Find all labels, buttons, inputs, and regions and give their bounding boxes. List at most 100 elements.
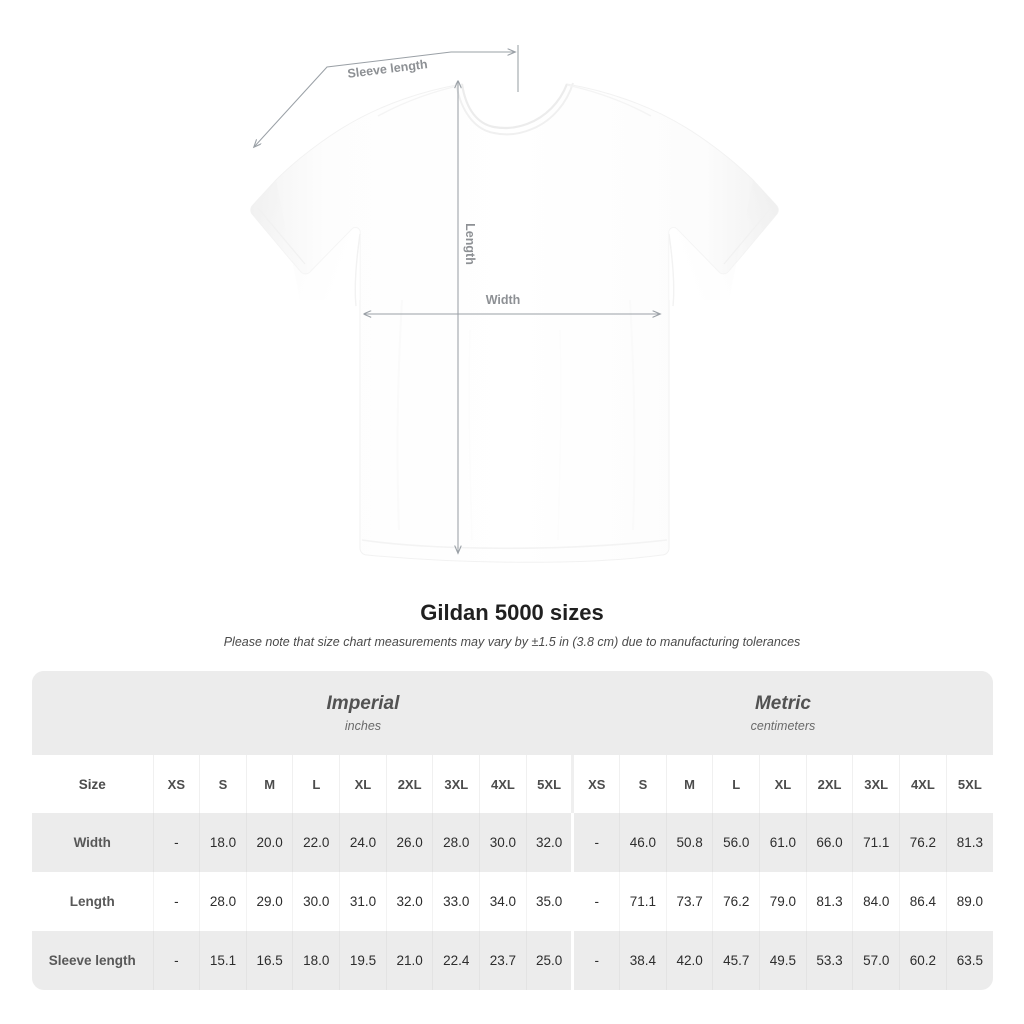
cell-length-metric-3xl: 84.0 (852, 872, 900, 931)
cell-length-metric-xs: - (571, 872, 620, 931)
unit-section-name: Imperial (326, 692, 400, 714)
cell-sleeve-length-imperial-3xl: 22.4 (432, 931, 480, 990)
size-header-metric-2xl: 2XL (805, 755, 853, 813)
cell-length-metric-s: 71.1 (619, 872, 667, 931)
cell-sleeve-length-metric-l: 45.7 (712, 931, 760, 990)
size-header-imperial-5xl: 5XL (525, 755, 573, 813)
cell-length-imperial-xl: 31.0 (339, 872, 387, 931)
cell-sleeve-length-metric-m: 42.0 (665, 931, 713, 990)
cell-width-imperial-2xl: 26.0 (385, 813, 433, 872)
cell-width-metric-4xl: 76.2 (899, 813, 947, 872)
size-header-label: Size (32, 755, 153, 813)
cell-sleeve-length-metric-s: 38.4 (619, 931, 667, 990)
cell-width-imperial-xl: 24.0 (339, 813, 387, 872)
cell-sleeve-length-metric-xl: 49.5 (759, 931, 807, 990)
unit-section-metric: Metric centimeters (572, 671, 993, 755)
cell-length-metric-2xl: 81.3 (805, 872, 853, 931)
size-header-metric-3xl: 3XL (852, 755, 900, 813)
cell-length-imperial-2xl: 32.0 (385, 872, 433, 931)
size-header-imperial-m: M (245, 755, 293, 813)
sleeve-length-label: Sleeve length (347, 57, 429, 81)
size-chart-table: Imperial inches Metric centimeters Size XS S M L… (32, 671, 993, 990)
size-header-imperial-s: S (199, 755, 247, 813)
cell-sleeve-length-metric-xs: - (571, 931, 620, 990)
table-row: Sleeve length -15.1 16.5 18.0 19.5 21.0 22.4 23… (32, 931, 993, 990)
table-row: Length -28.0 29.0 30.0 31.0 32.0 33.0 34.0 35.0-… (32, 872, 993, 931)
cell-sleeve-length-metric-4xl: 60.2 (899, 931, 947, 990)
cell-sleeve-length-imperial-xs: - (152, 931, 200, 990)
cell-length-imperial-s: 28.0 (199, 872, 247, 931)
tshirt-svg: Sleeve length Length Width (250, 45, 779, 563)
size-header-metric-s: S (619, 755, 667, 813)
cell-sleeve-length-imperial-5xl: 25.0 (525, 931, 573, 990)
size-chart-table-wrap: Imperial inches Metric centimeters Size XS S M L… (32, 671, 993, 990)
row-label-width: Width (32, 813, 153, 872)
cell-length-imperial-5xl: 35.0 (525, 872, 573, 931)
tshirt-shape (250, 82, 779, 563)
row-label-length: Length (32, 872, 153, 931)
width-label: Width (486, 293, 521, 307)
row-label-sleeve-length: Sleeve length (32, 931, 153, 990)
cell-width-metric-2xl: 66.0 (805, 813, 853, 872)
size-header-metric-xl: XL (759, 755, 807, 813)
size-header-metric-l: L (712, 755, 760, 813)
size-header-imperial-l: L (292, 755, 340, 813)
width-dimension: Width (365, 293, 660, 314)
cell-sleeve-length-metric-3xl: 57.0 (852, 931, 900, 990)
table-row: Width -18.0 20.0 22.0 24.0 26.0 28.0 30.0 32.0-4… (32, 813, 993, 872)
cell-sleeve-length-imperial-s: 15.1 (199, 931, 247, 990)
cell-width-metric-xl: 61.0 (759, 813, 807, 872)
tshirt-illustration: Sleeve length Length Width (250, 45, 779, 563)
size-header-metric-m: M (665, 755, 713, 813)
cell-length-metric-5xl: 89.0 (945, 872, 993, 931)
size-header-imperial-4xl: 4XL (479, 755, 527, 813)
cell-width-metric-l: 56.0 (712, 813, 760, 872)
cell-width-imperial-3xl: 28.0 (432, 813, 480, 872)
size-header-imperial-2xl: 2XL (385, 755, 433, 813)
cell-length-metric-4xl: 86.4 (899, 872, 947, 931)
cell-width-metric-xs: - (571, 813, 620, 872)
tolerance-note: Please note that size chart measurements… (223, 635, 801, 649)
cell-width-metric-5xl: 81.3 (945, 813, 993, 872)
unit-section-imperial: Imperial inches (153, 671, 573, 755)
cell-width-imperial-4xl: 30.0 (479, 813, 527, 872)
cell-sleeve-length-metric-5xl: 63.5 (945, 931, 993, 990)
size-header-row: Size XS S M L XL 2XL 3XL 4XL 5XL XS S M L XL 2XL 3XL 4XL 5… (32, 755, 993, 813)
cell-width-imperial-l: 22.0 (292, 813, 340, 872)
unit-section-unit: centimeters (750, 718, 816, 733)
cell-length-imperial-m: 29.0 (245, 872, 293, 931)
unit-section-name: Metric (754, 692, 811, 714)
cell-width-metric-m: 50.8 (665, 813, 713, 872)
size-header-imperial-3xl: 3XL (432, 755, 480, 813)
cell-length-metric-m: 73.7 (665, 872, 713, 931)
title-block: Gildan 5000 sizes Please note that size … (0, 600, 1024, 650)
cell-sleeve-length-imperial-xl: 19.5 (339, 931, 387, 990)
cell-width-metric-s: 46.0 (619, 813, 667, 872)
page-title: Gildan 5000 sizes (420, 600, 604, 625)
cell-length-imperial-xs: - (152, 872, 200, 931)
size-header-imperial-xs: XS (152, 755, 200, 813)
unit-section-unit: inches (344, 718, 382, 733)
cell-sleeve-length-imperial-l: 18.0 (292, 931, 340, 990)
cell-length-metric-l: 76.2 (712, 872, 760, 931)
cell-width-metric-3xl: 71.1 (852, 813, 900, 872)
size-header-metric-xs: XS (571, 755, 620, 813)
unit-banner-row: Imperial inches Metric centimeters (32, 671, 993, 755)
cell-width-imperial-s: 18.0 (199, 813, 247, 872)
size-header-imperial-xl: XL (339, 755, 387, 813)
cell-length-imperial-4xl: 34.0 (479, 872, 527, 931)
banner-spacer (32, 671, 153, 755)
cell-length-metric-xl: 79.0 (759, 872, 807, 931)
cell-length-imperial-3xl: 33.0 (432, 872, 480, 931)
cell-sleeve-length-metric-2xl: 53.3 (805, 931, 853, 990)
cell-width-imperial-5xl: 32.0 (525, 813, 573, 872)
size-header-metric-5xl: 5XL (945, 755, 993, 813)
size-header-metric-4xl: 4XL (899, 755, 947, 813)
cell-sleeve-length-imperial-2xl: 21.0 (385, 931, 433, 990)
cell-width-imperial-m: 20.0 (245, 813, 293, 872)
cell-length-imperial-l: 30.0 (292, 872, 340, 931)
cell-sleeve-length-imperial-m: 16.5 (245, 931, 293, 990)
cell-sleeve-length-imperial-4xl: 23.7 (479, 931, 527, 990)
length-label: Length (463, 223, 477, 265)
cell-width-imperial-xs: - (152, 813, 200, 872)
